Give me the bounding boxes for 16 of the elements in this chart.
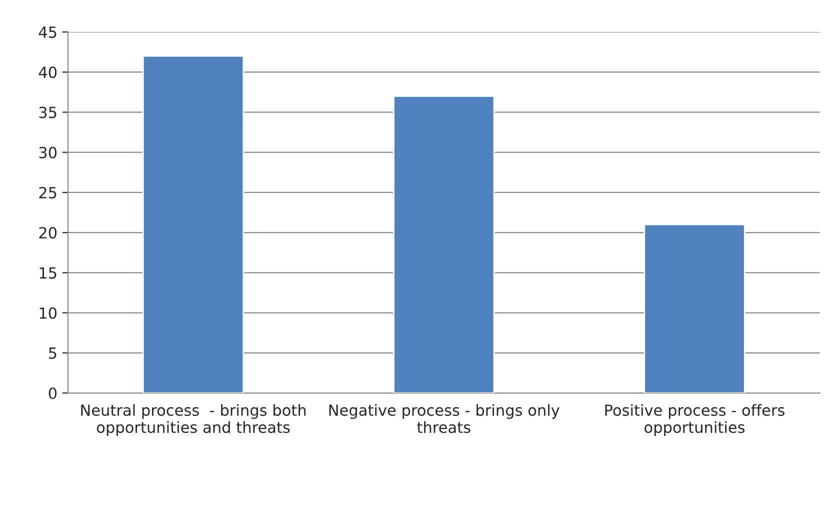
- y-tick-label: 10: [40, 307, 57, 319]
- y-tick-label: 40: [38, 66, 57, 78]
- y-tick-label: 35: [39, 106, 56, 118]
- bar: [393, 95, 495, 394]
- y-tick-label: 30: [39, 146, 57, 158]
- y-tick-label: 20: [39, 227, 57, 239]
- y-tick-label: 5: [49, 348, 56, 359]
- y-tick-label: 15: [40, 267, 56, 279]
- y-tick-label: 45: [38, 26, 56, 38]
- y-tick-label: 25: [39, 186, 56, 198]
- bar: [644, 224, 746, 394]
- y-tick-label: 0: [48, 387, 57, 400]
- bar: [142, 55, 244, 394]
- x-tick-label: Neutral process - brings both opportunities and threats: [81, 404, 306, 436]
- x-tick-label: Negative process - brings only threats: [329, 404, 560, 434]
- x-tick-label: Positive process - offers opportunities: [605, 404, 784, 436]
